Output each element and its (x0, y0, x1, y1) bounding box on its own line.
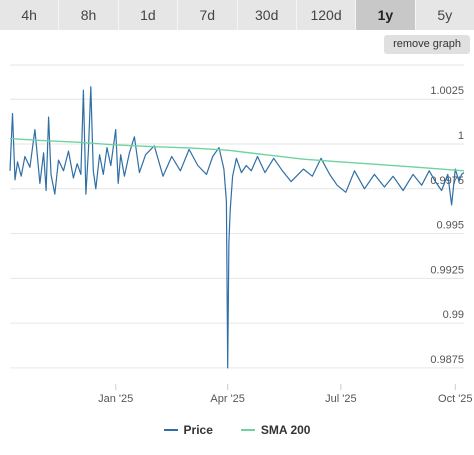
legend-label-price: Price (183, 423, 213, 437)
tab-1d[interactable]: 1d (118, 0, 179, 30)
tab-5y[interactable]: 5y (415, 0, 474, 30)
timeframe-tabs: 4h 8h 1d 7d 30d 120d 1y 5y (0, 0, 474, 30)
remove-graph-button[interactable]: remove graph (384, 35, 470, 54)
y-tick-label: 1 (458, 130, 464, 142)
legend: Price SMA 200 (0, 421, 474, 439)
tab-1y[interactable]: 1y (356, 0, 416, 30)
x-tick-label: Jan '25 (98, 393, 133, 405)
y-tick-label: 0.9875 (430, 354, 464, 366)
price-line (9, 86, 465, 369)
sma-200-line (9, 137, 465, 172)
y-tick-label: 1.0025 (430, 85, 464, 97)
legend-item-price[interactable]: Price (163, 423, 213, 437)
legend-item-sma[interactable]: SMA 200 (240, 423, 311, 437)
tab-120d[interactable]: 120d (296, 0, 357, 30)
y-tick-label: 0.99 (443, 309, 464, 321)
series-lines (9, 86, 465, 369)
axis: 1.0025 1 0.9975 0.995 0.9925 0.99 0.9875 Jan '2… (98, 85, 472, 405)
y-tick-label: 0.9975 (430, 175, 464, 187)
x-tick-label: Jul '25 (325, 393, 356, 405)
x-tick-label: Oct '25 (438, 393, 473, 405)
y-tick-label: 0.995 (436, 220, 464, 232)
grid-lines (10, 64, 464, 369)
legend-label-sma: SMA 200 (260, 423, 311, 437)
tab-30d[interactable]: 30d (237, 0, 297, 30)
tab-4h[interactable]: 4h (0, 0, 60, 30)
y-tick-label: 0.9925 (430, 264, 464, 276)
tab-7d[interactable]: 7d (178, 0, 238, 30)
legend-swatch-price (163, 429, 178, 431)
tab-8h[interactable]: 8h (59, 0, 119, 30)
legend-swatch-sma (240, 429, 255, 431)
x-tick-label: Apr '25 (210, 393, 245, 405)
